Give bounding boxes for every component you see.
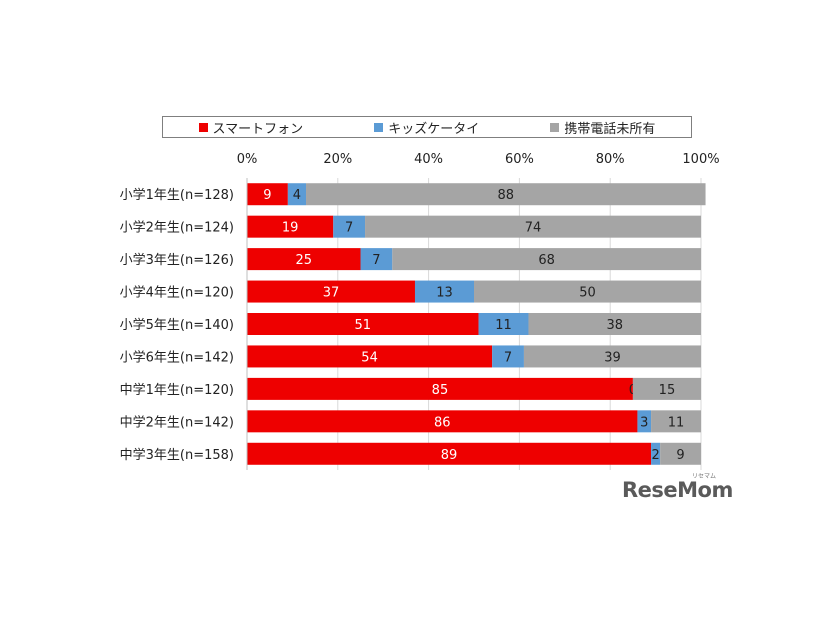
bar-segment bbox=[528, 313, 701, 335]
x-tick-label: 40% bbox=[414, 152, 443, 167]
bar-segment bbox=[492, 345, 524, 368]
data-label: 74 bbox=[525, 221, 542, 236]
legend-item-kids-phone: キッズケータイ bbox=[374, 118, 479, 137]
bar-segment bbox=[523, 345, 701, 368]
data-label: 37 bbox=[323, 286, 340, 301]
legend-swatch-kids-phone bbox=[374, 122, 384, 132]
legend-item-smartphone: スマートフォン bbox=[198, 118, 304, 137]
bar-segment bbox=[365, 215, 701, 238]
data-label: 89 bbox=[441, 448, 458, 463]
resemom-logo-kana: リセマム bbox=[692, 473, 717, 480]
bar-segment bbox=[651, 442, 661, 465]
bar-segment bbox=[247, 410, 638, 433]
bar-segment bbox=[306, 183, 706, 206]
data-label: 3 bbox=[640, 415, 648, 430]
data-label: 7 bbox=[345, 221, 353, 236]
bar-segment bbox=[333, 215, 366, 238]
data-label: 54 bbox=[361, 350, 378, 365]
data-label: 51 bbox=[354, 318, 371, 333]
x-tick-label: 80% bbox=[596, 152, 625, 167]
bar-segment bbox=[360, 248, 393, 271]
category-label: 小学6年生(n=142) bbox=[120, 349, 234, 365]
data-label: 19 bbox=[282, 221, 299, 236]
legend-label-smartphone: スマートフォン bbox=[212, 121, 304, 137]
bar-segment bbox=[247, 313, 479, 335]
bar-segment bbox=[632, 377, 701, 400]
bar-segment bbox=[247, 183, 288, 206]
category-label: 中学2年生(n=142) bbox=[120, 414, 234, 430]
legend: スマートフォン キッズケータイ 携帯電話未所有 bbox=[162, 116, 692, 138]
bar-segment bbox=[247, 345, 493, 368]
legend-swatch-no-phone bbox=[550, 122, 560, 132]
legend-label-no-phone: 携帯電話未所有 bbox=[564, 121, 656, 137]
bar-segment bbox=[637, 410, 652, 433]
category-label: 中学1年生(n=120) bbox=[120, 382, 234, 398]
data-label: 50 bbox=[579, 286, 596, 301]
data-label: 11 bbox=[668, 415, 685, 430]
data-label: 39 bbox=[604, 350, 621, 365]
legend-swatch-smartphone bbox=[198, 122, 208, 132]
bar-segment bbox=[287, 183, 307, 206]
category-label: 小学3年生(n=126) bbox=[120, 252, 234, 268]
bar-segment bbox=[414, 280, 474, 303]
data-label: 7 bbox=[504, 350, 512, 365]
bar-segment bbox=[651, 410, 701, 433]
x-tick-label: 100% bbox=[682, 152, 719, 167]
bar-segment bbox=[478, 313, 529, 335]
bar-segment bbox=[247, 248, 361, 271]
bar-segment bbox=[247, 377, 633, 400]
x-tick-label: 60% bbox=[505, 152, 534, 167]
data-label: 7 bbox=[372, 253, 380, 268]
data-label: 88 bbox=[498, 188, 515, 203]
x-tick-label: 20% bbox=[323, 152, 352, 167]
data-label: 85 bbox=[432, 383, 449, 398]
bar-segment bbox=[247, 280, 415, 303]
x-tick-label: 0% bbox=[237, 152, 258, 167]
data-label: 68 bbox=[538, 253, 555, 268]
data-label: 25 bbox=[295, 253, 312, 268]
legend-label-kids-phone: キッズケータイ bbox=[388, 121, 480, 137]
data-label: 2 bbox=[651, 448, 659, 463]
data-label: 9 bbox=[676, 448, 684, 463]
data-label: 4 bbox=[293, 188, 301, 203]
data-label: 9 bbox=[263, 188, 271, 203]
category-label: 小学1年生(n=128) bbox=[120, 187, 234, 203]
data-label: 11 bbox=[495, 318, 512, 333]
category-label: 小学4年生(n=120) bbox=[120, 285, 234, 301]
legend-item-no-phone: 携帯電話未所有 bbox=[550, 118, 655, 137]
data-label: 13 bbox=[436, 286, 453, 301]
category-label: 中学3年生(n=158) bbox=[120, 447, 234, 463]
data-label: 86 bbox=[434, 415, 451, 430]
category-label: 小学2年生(n=124) bbox=[120, 220, 234, 236]
bar-segment bbox=[392, 248, 701, 271]
resemom-logo: ReseMom bbox=[622, 478, 733, 502]
data-label: 15 bbox=[659, 383, 676, 398]
bar-segment bbox=[247, 442, 652, 465]
bar-segment bbox=[247, 215, 334, 238]
bar-segment bbox=[660, 442, 701, 465]
category-label: 小学5年生(n=140) bbox=[120, 317, 234, 333]
data-label: 38 bbox=[606, 318, 623, 333]
bar-segment bbox=[474, 280, 701, 303]
